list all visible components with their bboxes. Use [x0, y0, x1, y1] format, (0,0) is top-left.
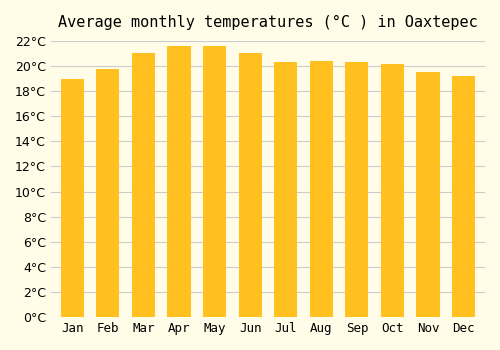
Bar: [203, 46, 226, 317]
Bar: [416, 195, 440, 317]
Bar: [381, 190, 404, 317]
Bar: [346, 62, 368, 317]
Bar: [96, 193, 120, 317]
Bar: [96, 69, 120, 317]
Bar: [238, 54, 262, 317]
Bar: [168, 46, 190, 317]
Bar: [60, 198, 84, 317]
Bar: [346, 190, 368, 317]
Bar: [452, 197, 475, 317]
Bar: [238, 185, 262, 317]
Bar: [132, 185, 155, 317]
Bar: [274, 62, 297, 317]
Title: Average monthly temperatures (°C ) in Oaxtepec: Average monthly temperatures (°C ) in Oa…: [58, 15, 478, 30]
Bar: [60, 78, 84, 317]
Bar: [168, 182, 190, 317]
Bar: [310, 189, 333, 317]
Bar: [452, 76, 475, 317]
Bar: [381, 63, 404, 317]
Bar: [310, 61, 333, 317]
Bar: [416, 72, 440, 317]
Bar: [203, 182, 226, 317]
Bar: [132, 54, 155, 317]
Bar: [274, 190, 297, 317]
